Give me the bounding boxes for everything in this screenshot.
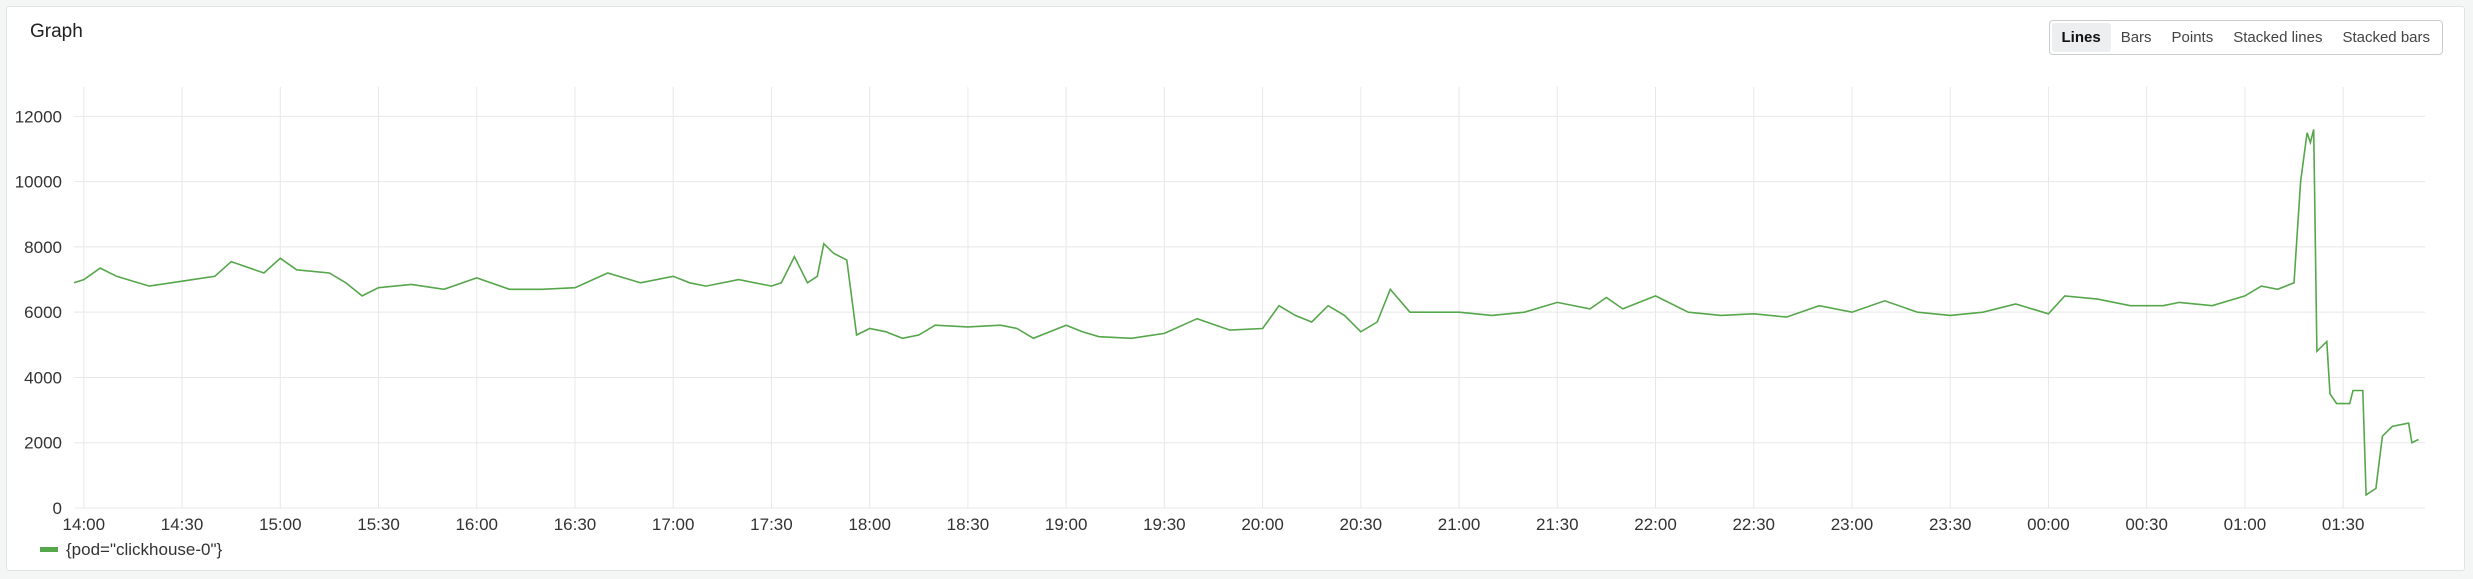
- y-tick-label: 10000: [15, 173, 62, 192]
- y-tick-label: 2000: [24, 434, 62, 453]
- x-tick-label: 15:00: [259, 515, 302, 534]
- view-switch: Lines Bars Points Stacked lines Stacked bars: [2048, 20, 2443, 55]
- x-tick-label: 14:00: [63, 515, 106, 534]
- x-tick-label: 17:30: [750, 515, 793, 534]
- x-tick-label: 00:30: [2125, 515, 2168, 534]
- view-button[interactable]: Points: [2171, 29, 2214, 46]
- x-tick-label: 15:30: [357, 515, 400, 534]
- y-tick-label: 12000: [15, 107, 62, 126]
- view-button[interactable]: Bars: [2120, 29, 2152, 46]
- x-tick-label: 23:30: [1929, 515, 1972, 534]
- x-tick-label: 19:00: [1045, 515, 1088, 534]
- x-tick-label: 19:30: [1143, 515, 1186, 534]
- x-tick-label: 14:30: [161, 515, 204, 534]
- view-button[interactable]: Stacked lines: [2233, 29, 2323, 46]
- legend-label: {pod="clickhouse-0"}: [66, 540, 223, 559]
- x-tick-label: 23:00: [1831, 515, 1874, 534]
- y-tick-label: 6000: [24, 303, 62, 322]
- x-tick-label: 20:30: [1340, 515, 1383, 534]
- x-tick-label: 21:30: [1536, 515, 1579, 534]
- x-tick-label: 21:00: [1438, 515, 1481, 534]
- y-tick-label: 0: [53, 499, 62, 518]
- series-line: [73, 129, 2419, 497]
- x-tick-label: 22:00: [1634, 515, 1677, 534]
- panel-title: Graph: [30, 21, 83, 42]
- view-button[interactable]: Lines: [2051, 23, 2111, 52]
- x-tick-label: 16:30: [554, 515, 597, 534]
- x-tick-label: 00:00: [2027, 515, 2070, 534]
- x-tick-label: 16:00: [455, 515, 498, 534]
- x-tick-label: 22:30: [1732, 515, 1775, 534]
- x-tick-label: 18:30: [947, 515, 990, 534]
- view-button[interactable]: Stacked bars: [2342, 29, 2430, 46]
- panel: Graph Lines Bars Points Stacked lines Stacke…: [6, 6, 2465, 571]
- y-tick-label: 4000: [24, 368, 62, 387]
- y-tick-label: 8000: [24, 238, 62, 257]
- x-tick-label: 01:30: [2322, 515, 2365, 534]
- x-tick-label: 17:00: [652, 515, 695, 534]
- x-tick-label: 01:00: [2224, 515, 2267, 534]
- x-tick-label: 20:00: [1241, 515, 1284, 534]
- x-tick-label: 18:00: [848, 515, 891, 534]
- legend-swatch: [40, 547, 58, 552]
